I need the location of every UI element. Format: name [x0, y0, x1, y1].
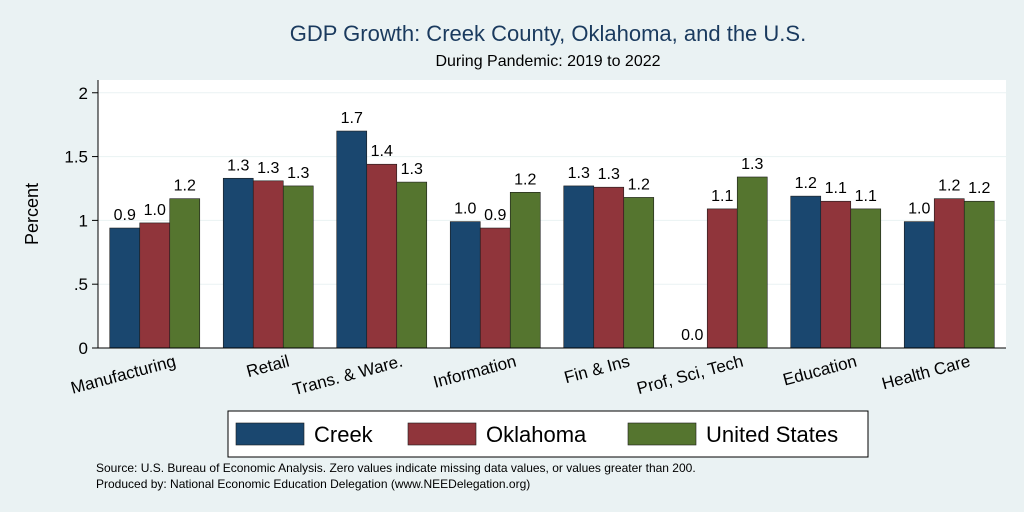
bar-data-label: 0.9 [114, 207, 136, 224]
bar [706, 208, 738, 349]
bar-data-label: 1.3 [287, 165, 309, 182]
bar [623, 197, 655, 349]
legend-label: United States [706, 422, 838, 447]
bar [396, 181, 428, 349]
legend-box [227, 410, 869, 458]
bar-data-label: 1.1 [711, 188, 733, 205]
legend: Creek Oklahoma United States [227, 410, 869, 458]
bar [593, 186, 625, 349]
bar-data-label: 1.3 [741, 156, 763, 173]
bar [736, 176, 768, 349]
bar [820, 200, 852, 349]
bar-data-label: 1.0 [454, 201, 476, 218]
bar [933, 198, 965, 349]
source-note: Source: U.S. Bureau of Economic Analysis… [96, 461, 696, 475]
bar-data-label: 1.3 [227, 157, 249, 174]
bar [479, 227, 511, 349]
legend-label: Oklahoma [486, 422, 587, 447]
bar-data-label: 0.0 [681, 327, 703, 344]
y-axis: 0 .5 1 1.5 2 [64, 80, 99, 358]
bar [449, 221, 481, 349]
bar [282, 185, 314, 349]
bar-data-label: 1.1 [825, 180, 847, 197]
bar-data-label: 1.2 [968, 180, 990, 197]
bar-data-label: 1.2 [514, 171, 536, 188]
bar-data-label: 1.2 [628, 176, 650, 193]
chart-title: GDP Growth: Creek County, Oklahoma, and … [290, 21, 806, 46]
legend-swatch [235, 422, 305, 446]
bar [563, 185, 595, 349]
bar-data-label: 1.0 [908, 201, 930, 218]
bar [139, 222, 171, 349]
y-axis-label: Percent [22, 183, 42, 245]
bar-data-label: 0.9 [484, 207, 506, 224]
bar [252, 180, 284, 349]
bar-data-label: 1.0 [144, 202, 166, 219]
bar [169, 198, 201, 349]
legend-label: Creek [314, 422, 374, 447]
bar-data-label: 1.3 [257, 160, 279, 177]
bar [366, 163, 398, 349]
legend-swatch [407, 422, 477, 446]
bar-data-label: 1.2 [795, 175, 817, 192]
bar-data-label: 1.2 [174, 178, 196, 195]
bar-data-label: 1.3 [598, 166, 620, 183]
bar-data-label: 1.2 [938, 178, 960, 195]
bar [790, 195, 822, 349]
bar-data-label: 1.1 [855, 188, 877, 205]
bar-data-label: 1.3 [401, 161, 423, 178]
bar [850, 208, 882, 349]
chart-subtitle: During Pandemic: 2019 to 2022 [435, 53, 660, 70]
producer-note: Produced by: National Economic Education… [96, 477, 530, 491]
bar [336, 130, 368, 349]
legend-swatch [627, 422, 697, 446]
y-tick-label: .5 [74, 275, 88, 294]
data-labels: 0.9 1.0 1.2 1.3 1.3 1.3 1.7 1.4 1.3 1.0 0.9 1.2 1.3 1… [114, 110, 991, 344]
y-tick-label: 2 [79, 84, 88, 103]
bar-data-label: 1.3 [568, 165, 590, 182]
bar-data-label: 1.4 [371, 143, 393, 160]
bar [903, 221, 935, 349]
bars [109, 130, 995, 349]
y-tick-label: 0 [79, 339, 88, 358]
y-tick-label: 1.5 [64, 148, 88, 167]
bar [509, 192, 541, 349]
bar-data-label: 1.7 [341, 110, 363, 127]
bar [963, 200, 995, 349]
bar [109, 227, 141, 349]
y-tick-label: 1 [79, 211, 88, 230]
bar [222, 177, 254, 349]
